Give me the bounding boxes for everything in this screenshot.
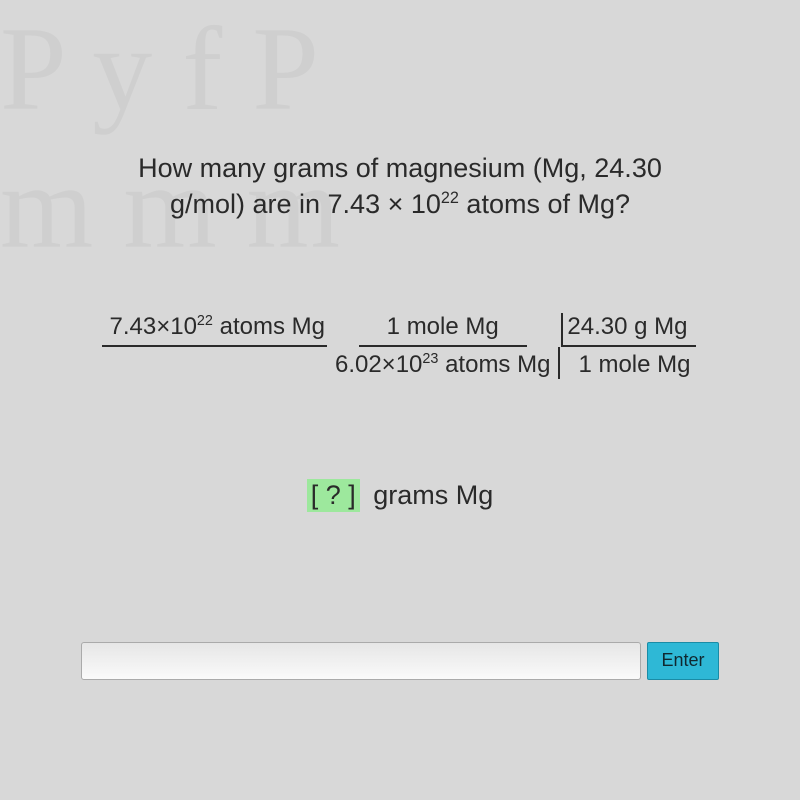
factor-3: 24.30 g Mg 1 mole Mg xyxy=(558,313,698,379)
answer-input[interactable] xyxy=(81,642,641,680)
answer-placeholder: [ ? ] xyxy=(307,479,360,512)
factor-2-top: 1 mole Mg xyxy=(359,313,527,347)
dimensional-analysis: 7.43×1022 atoms Mg . 1 mole Mg 6.02×1023… xyxy=(70,313,730,379)
question-text: How many grams of magnesium (Mg, 24.30 g… xyxy=(70,150,730,223)
question-line2a: g/mol) are in 7.43 × 10 xyxy=(170,189,441,219)
factor-1: 7.43×1022 atoms Mg . xyxy=(102,313,327,379)
factor-2-bot: 6.02×1023 atoms Mg xyxy=(327,347,558,379)
answer-unit: grams Mg xyxy=(366,480,494,510)
enter-button[interactable]: Enter xyxy=(647,642,719,680)
factor-3-top: 24.30 g Mg xyxy=(561,313,695,347)
factor-3-bot: 1 mole Mg xyxy=(558,347,698,379)
input-row: Enter xyxy=(70,642,730,680)
factor-2: 1 mole Mg 6.02×1023 atoms Mg xyxy=(327,313,558,379)
factor-1-bot: . xyxy=(203,347,226,379)
question-line2b: atoms of Mg? xyxy=(459,189,630,219)
question-line1: How many grams of magnesium (Mg, 24.30 xyxy=(138,153,662,183)
answer-prompt: [ ? ] grams Mg xyxy=(70,479,730,512)
content-area: How many grams of magnesium (Mg, 24.30 g… xyxy=(0,0,800,680)
factor-1-top: 7.43×1022 atoms Mg xyxy=(102,313,327,347)
question-exp: 22 xyxy=(441,189,459,207)
